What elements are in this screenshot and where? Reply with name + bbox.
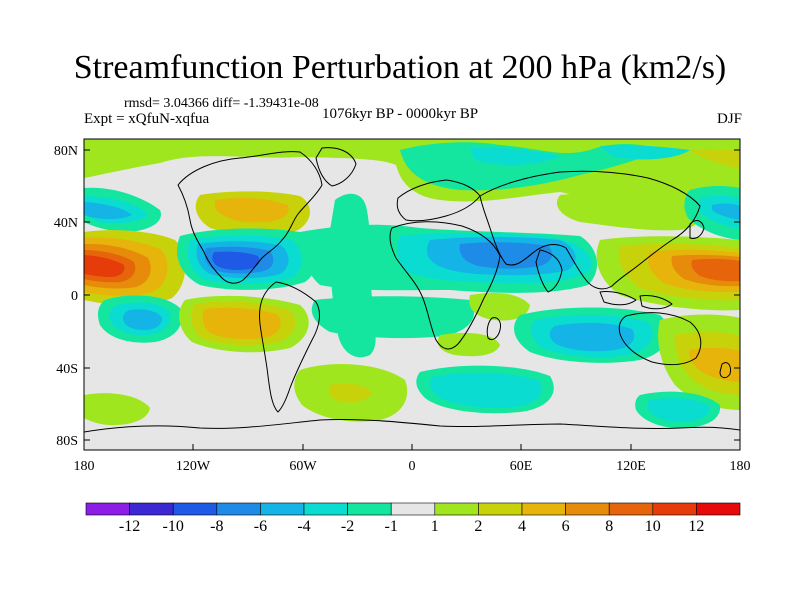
lon-tick-60e: 60E [510,459,533,474]
coastlines [84,147,740,433]
colorbar-label: 8 [605,518,613,535]
lon-tick-0: 0 [409,459,416,474]
colorbar-label: 6 [562,518,570,535]
colorbar-swatch [652,502,697,516]
lon-tick-120e: 120E [616,459,646,474]
lat-tick-40n: 40N [54,216,78,231]
lon-tick-60w: 60W [289,459,317,474]
colorbar-swatch [85,502,130,516]
colorbar-label: -4 [297,518,310,535]
colorbar [85,502,741,516]
colorbar-label: -2 [341,518,354,535]
colorbar-swatch [434,502,479,516]
season-label: DJF [716,111,742,127]
lat-tick-80s: 80S [56,434,78,449]
stats-label: rmsd= 3.04366 diff= -1.39431e-08 [124,96,319,111]
colorbar-label: -6 [254,518,267,535]
lon-tick-180w: 180 [74,459,95,474]
colorbar-label: -12 [119,518,140,535]
colorbar-labels: -12 -10 -8 -6 -4 -2 -1 1 2 4 6 8 10 12 [119,518,704,535]
colorbar-swatch [347,502,392,516]
colorbar-swatch [129,502,174,516]
colorbar-swatch [390,502,436,516]
colorbar-label: -1 [385,518,398,535]
lat-tick-80n: 80N [54,144,78,159]
colorbar-swatch [478,502,523,516]
period-label: 1076kyr BP - 0000kyr BP [321,106,479,122]
map-title: Streamfunction Perturbation at 200 hPa (… [73,49,727,86]
lat-tick-0: 0 [71,289,78,304]
longitude-ticks [83,444,741,450]
colorbar-swatch [260,502,305,516]
colorbar-swatch [172,502,218,516]
colorbar-swatch [696,502,741,516]
streamfunction-field [84,139,740,450]
experiment-label: Expt = xQfuN-xqfua [84,111,210,127]
colorbar-label: -8 [210,518,223,535]
lat-tick-40s: 40S [56,362,78,377]
lon-tick-120w: 120W [176,459,211,474]
colorbar-swatch [608,502,654,516]
colorbar-swatch [303,502,348,516]
colorbar-label: -10 [163,518,184,535]
colorbar-label: 2 [474,518,482,535]
latitude-ticks [84,149,740,441]
lon-tick-180e: 180 [730,459,751,474]
colorbar-swatch [521,502,566,516]
colorbar-label: 4 [518,518,526,535]
colorbar-label: 1 [431,518,439,535]
colorbar-swatch [216,502,261,516]
colorbar-label: 12 [688,518,704,535]
colorbar-swatch [565,502,610,516]
colorbar-label: 10 [645,518,661,535]
